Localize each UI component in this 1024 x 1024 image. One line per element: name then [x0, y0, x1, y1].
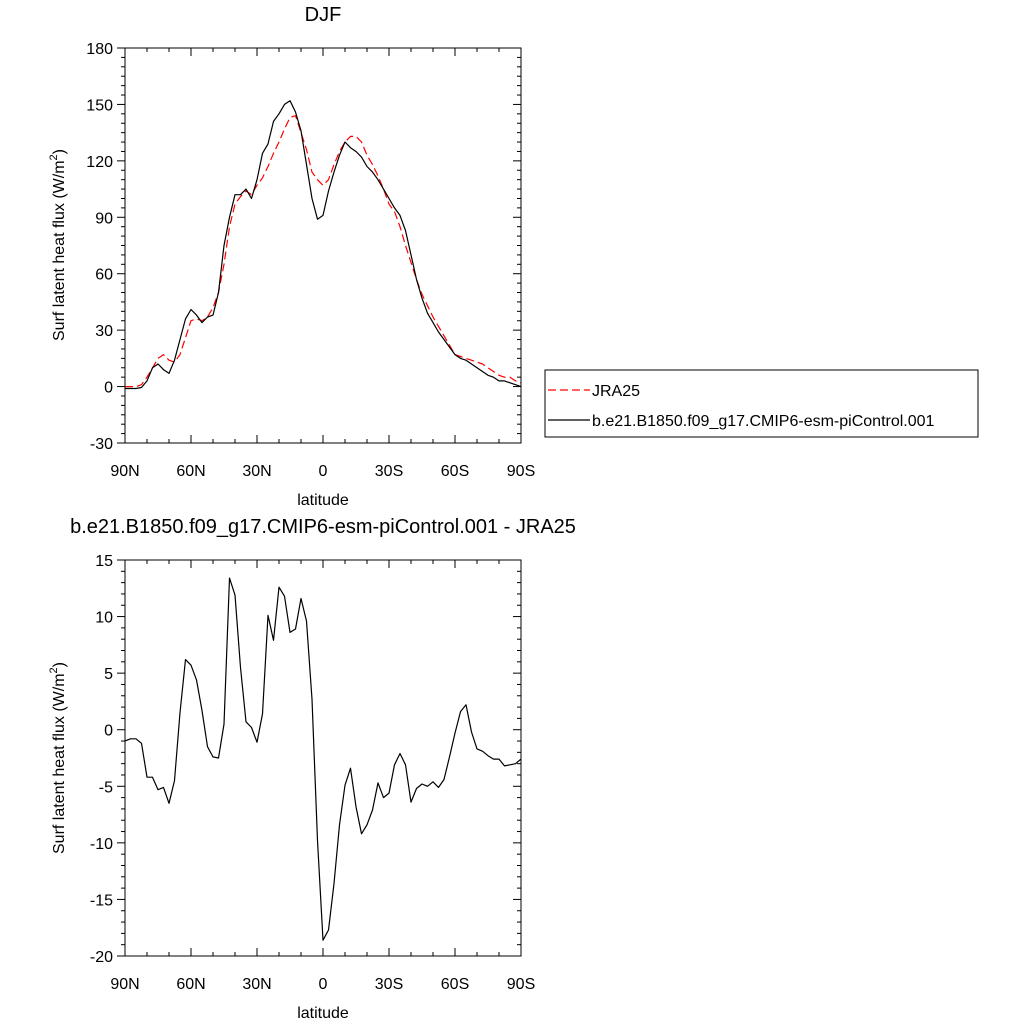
y-tick-label: 0	[104, 723, 113, 740]
y-axis-label-sup: 2	[48, 154, 60, 160]
tick-marks	[117, 47, 522, 444]
legend-box	[544, 369, 979, 438]
x-tick-labels: 90N 60N 30N 0 30S 60S 90S	[110, 463, 535, 480]
tick-marks	[117, 559, 522, 957]
y-axis-label-close: )	[51, 662, 68, 667]
y-axis-label-close: )	[51, 149, 68, 154]
y-tick-label: 0	[104, 380, 113, 397]
y-axis-label-text: Surf latent heat flux (W/m	[51, 673, 68, 854]
x-tick-label: 0	[319, 463, 328, 480]
y-tick-label: -5	[99, 779, 113, 796]
y-tick-labels: -30 0 30 60 90 120 150 180	[86, 41, 113, 453]
y-tick-label: -20	[90, 949, 113, 966]
x-tick-label: 60N	[176, 976, 205, 993]
x-tick-labels: 90N 60N 30N 0 30S 60S 90S	[110, 976, 535, 993]
x-tick-label: 90N	[110, 976, 139, 993]
y-axis-label-sup: 2	[48, 667, 60, 673]
x-tick-label: 30N	[242, 463, 271, 480]
y-axis-label: Surf latent heat flux (W/m2)	[48, 149, 68, 341]
chart-title: b.e21.B1850.f09_g17.CMIP6-esm-piControl.…	[70, 516, 576, 538]
y-tick-labels: -20 -15 -10 -5 0 5 10 15	[90, 553, 113, 966]
x-tick-label: 60S	[441, 976, 469, 993]
x-tick-label: 60N	[176, 463, 205, 480]
y-tick-label: 60	[95, 267, 113, 284]
chart-title: DJF	[305, 4, 342, 26]
x-tick-label: 90N	[110, 463, 139, 480]
legend-label-jra25: JRA25	[592, 383, 640, 400]
y-tick-label: 90	[95, 210, 113, 227]
chart-top-djf: DJF -30 0 30 60 90 120 150 180 90N 60N 30N 0 30S 60S…	[48, 4, 979, 509]
series-line-jra25	[125, 115, 522, 388]
y-tick-label: 180	[86, 41, 113, 58]
series-lines	[124, 577, 522, 941]
plot-frame	[124, 559, 522, 957]
y-axis-label-text: Surf latent heat flux (W/m	[51, 160, 68, 341]
series-line-difference	[124, 577, 522, 941]
y-tick-label: 15	[95, 553, 113, 570]
legend-label-model: b.e21.B1850.f09_g17.CMIP6-esm-piControl.…	[592, 413, 935, 430]
x-tick-label: 60S	[441, 463, 469, 480]
y-tick-label: 30	[95, 323, 113, 340]
x-axis-label: latitude	[297, 492, 349, 509]
y-axis-label: Surf latent heat flux (W/m2)	[48, 662, 68, 854]
y-tick-label: 120	[86, 154, 113, 171]
x-axis-label: latitude	[297, 1005, 349, 1022]
plot-frame	[124, 47, 522, 444]
x-tick-label: 30N	[242, 976, 271, 993]
y-tick-label: -30	[90, 436, 113, 453]
x-tick-label: 30S	[375, 976, 403, 993]
series-line-b-e21-b1850-f09-g17-cmip6-esm-picontrol-001	[125, 100, 522, 390]
series-lines	[125, 100, 522, 390]
y-tick-label: 10	[95, 610, 113, 627]
legend: JRA25 b.e21.B1850.f09_g17.CMIP6-esm-piCo…	[544, 369, 979, 438]
chart-bottom-difference: b.e21.B1850.f09_g17.CMIP6-esm-piControl.…	[48, 516, 576, 1022]
y-tick-label: -10	[90, 836, 113, 853]
x-tick-label: 90S	[507, 976, 535, 993]
y-tick-label: 150	[86, 97, 113, 114]
y-tick-label: -15	[90, 892, 113, 909]
y-tick-label: 5	[104, 666, 113, 683]
x-tick-label: 0	[319, 976, 328, 993]
x-tick-label: 90S	[507, 463, 535, 480]
x-tick-label: 30S	[375, 463, 403, 480]
